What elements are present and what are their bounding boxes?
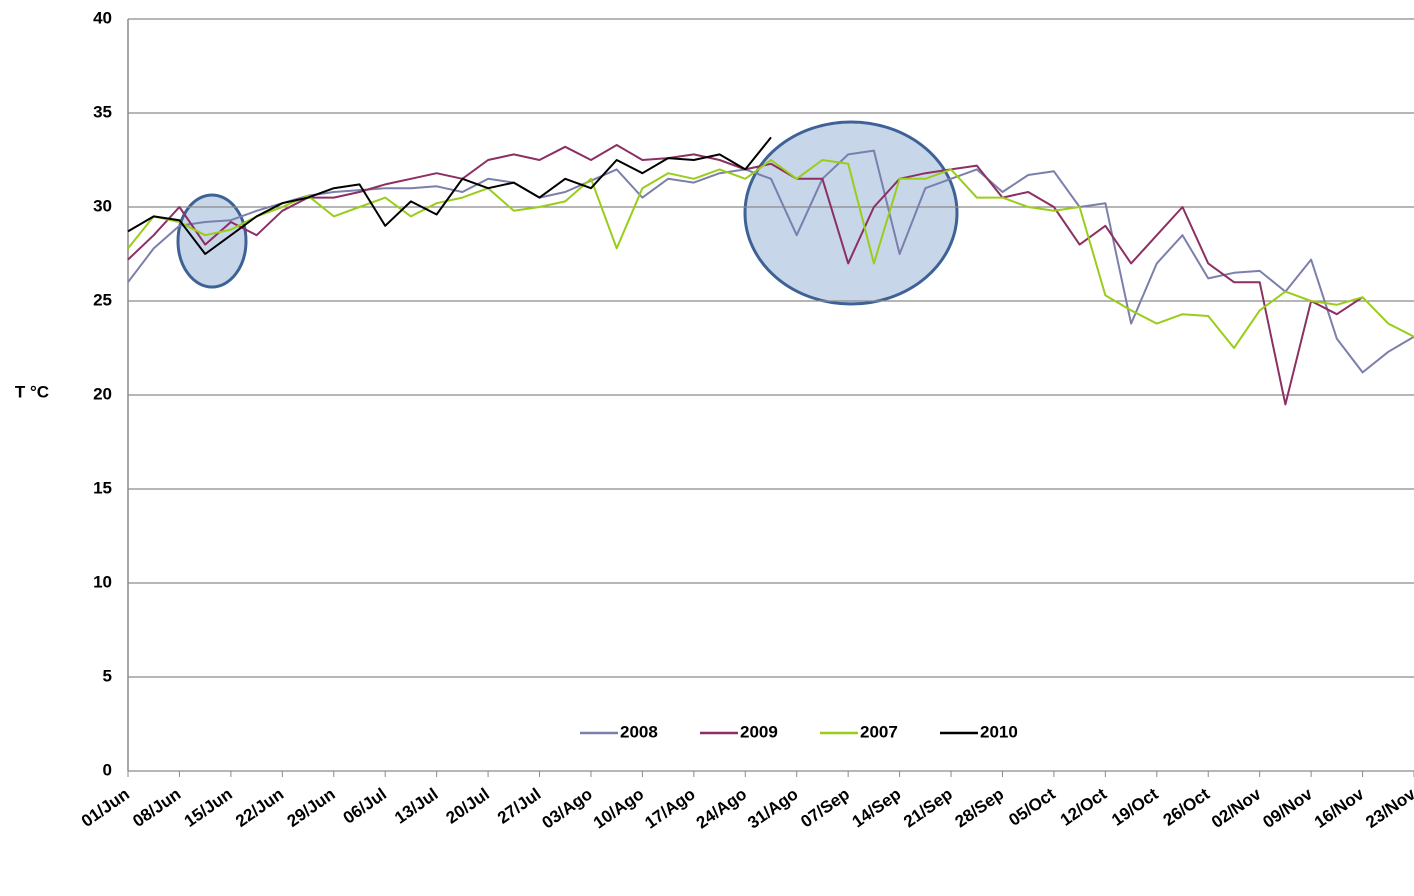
x-tick-label: 26/Oct	[1160, 784, 1214, 830]
x-tick-label: 27/Jul	[494, 784, 544, 827]
x-tick-label: 23/Nov	[1362, 784, 1414, 832]
y-tick-label: 35	[93, 102, 112, 121]
y-tick-label: 25	[93, 290, 112, 309]
series-line	[127, 159, 1414, 349]
x-tick-label: 20/Jul	[443, 784, 493, 827]
series-line	[127, 136, 772, 255]
y-tick-label: 40	[93, 8, 112, 27]
x-tick-label: 07/Sep	[797, 784, 853, 831]
x-tick-label: 28/Sep	[952, 784, 1008, 831]
x-tick-label: 29/Jun	[284, 784, 339, 830]
x-tick-label: 03/Ago	[538, 784, 595, 832]
x-tick-label: 14/Sep	[849, 784, 905, 831]
legend-label: 2010	[980, 722, 1018, 741]
x-tick-label: 16/Nov	[1311, 784, 1368, 832]
series-line	[127, 144, 1364, 406]
x-tick-label: 05/Oct	[1005, 784, 1059, 830]
x-tick-label: 19/Oct	[1108, 784, 1162, 830]
x-tick-label: 12/Oct	[1057, 784, 1111, 830]
x-tick-label: 24/Ago	[693, 784, 750, 832]
y-tick-label: 10	[93, 572, 112, 591]
highlight-ellipse	[743, 120, 959, 306]
legend-label: 2007	[860, 722, 898, 741]
x-tick-label: 09/Nov	[1259, 784, 1316, 832]
y-tick-label: 15	[93, 478, 112, 497]
x-tick-label: 13/Jul	[391, 784, 441, 827]
legend-label: 2009	[740, 722, 778, 741]
x-tick-label: 15/Jun	[181, 784, 236, 830]
y-tick-label: 30	[93, 196, 112, 215]
x-tick-label: 17/Ago	[641, 784, 698, 832]
y-axis-label: T °C	[15, 382, 49, 401]
x-tick-label: 21/Sep	[900, 784, 956, 831]
x-tick-label: 08/Jun	[129, 784, 184, 830]
x-tick-label: 06/Jul	[340, 784, 390, 827]
x-tick-label: 22/Jun	[232, 784, 287, 830]
x-tick-label: 01/Jun	[78, 784, 133, 830]
y-tick-label: 20	[93, 384, 112, 403]
y-tick-label: 5	[103, 666, 112, 685]
y-tick-label: 0	[103, 760, 112, 779]
legend-label: 2008	[620, 722, 658, 741]
series-line	[127, 149, 1414, 374]
x-tick-label: 31/Ago	[744, 784, 801, 832]
x-tick-label: 10/Ago	[590, 784, 647, 832]
x-tick-label: 02/Nov	[1208, 784, 1265, 832]
highlight-ellipse	[176, 193, 248, 289]
